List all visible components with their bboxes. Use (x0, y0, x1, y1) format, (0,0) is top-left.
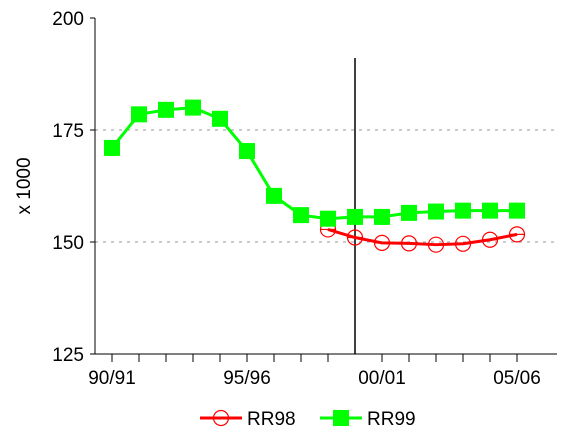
legend-item-rr98: RR98 (200, 409, 296, 430)
data-point (455, 202, 471, 219)
y-axis-title: x 1000 (14, 157, 35, 214)
series-line (327, 228, 518, 247)
y-tick-label: 150 (52, 233, 84, 254)
series-rr99 (104, 99, 525, 227)
y-tick-label: 200 (52, 9, 84, 30)
data-point (239, 143, 255, 160)
legend-label: RR99 (367, 409, 416, 430)
data-point (266, 187, 282, 204)
labels-layer: 125 150 175 200 90/91 95/96 00/01 05/06 x 1000 (14, 9, 541, 389)
data-point (212, 110, 228, 127)
axes-layer (90, 17, 557, 362)
y-tick-label: 125 (52, 345, 84, 366)
series-line (110, 106, 517, 221)
x-tick-label: 95/96 (223, 368, 271, 389)
data-point (428, 203, 444, 220)
data-point (374, 208, 390, 225)
series-rr98 (319, 221, 526, 253)
data-point (158, 101, 174, 118)
data-point (185, 99, 201, 116)
x-tick-label: 05/06 (493, 368, 541, 389)
series-layer (104, 99, 526, 253)
data-point (401, 204, 417, 221)
legend: RR98 RR99 (200, 409, 416, 430)
y-tick-label: 175 (52, 121, 84, 142)
data-point (509, 202, 525, 219)
data-point (131, 106, 147, 123)
x-tick-label: 00/01 (358, 368, 406, 389)
data-point (293, 207, 309, 224)
legend-label: RR98 (247, 409, 296, 430)
x-tick-label: 90/91 (88, 368, 136, 389)
data-point (320, 210, 336, 227)
data-point (333, 410, 349, 426)
data-point (104, 139, 120, 156)
legend-item-rr99: RR99 (320, 409, 416, 430)
data-point (347, 208, 363, 225)
data-point (482, 202, 498, 219)
